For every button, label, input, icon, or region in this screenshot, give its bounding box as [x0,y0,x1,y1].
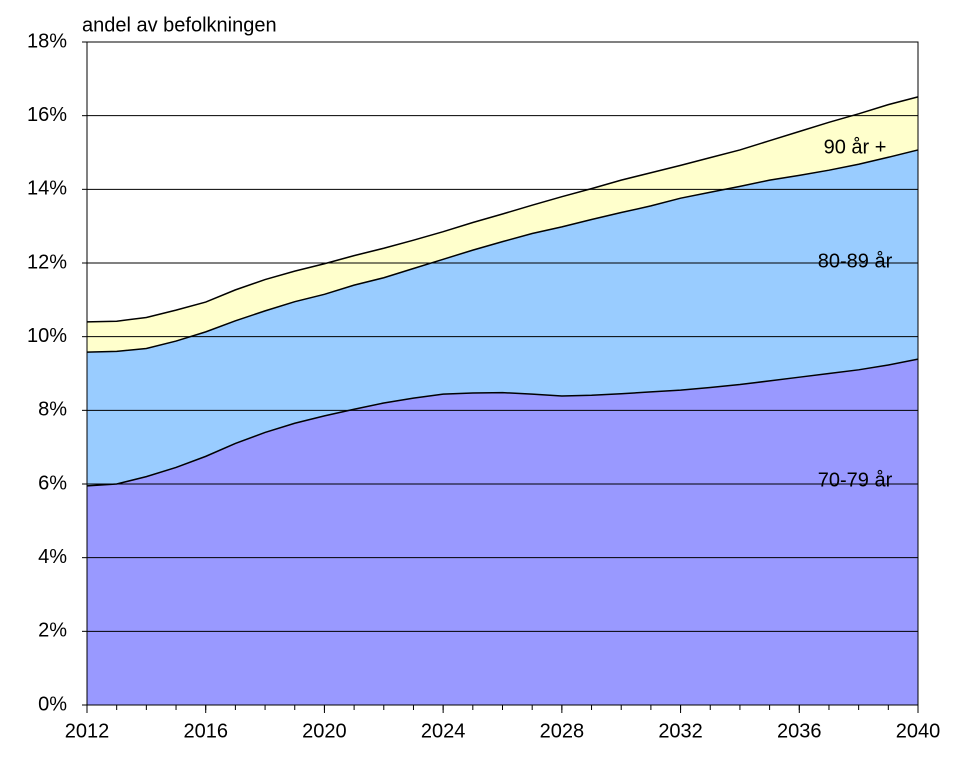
y-tick-label: 12% [27,251,67,273]
series-label: 80-89 år [818,250,893,272]
x-tick-label: 2012 [65,720,110,742]
series-label: 70-79 år [818,469,893,491]
y-tick-label: 2% [38,620,67,642]
area [87,96,918,353]
area [87,359,918,705]
area-edge [86,358,919,487]
area-edge [86,96,919,323]
y-tick-label: 10% [27,325,67,347]
y-tick-label: 18% [27,30,67,52]
y-tick-label: 8% [38,399,67,421]
y-tick-label: 14% [27,178,67,200]
series-label: 90 år + [824,136,887,158]
x-tick-label: 2020 [302,720,347,742]
x-tick-label: 2024 [421,720,466,742]
x-tick-label: 2028 [540,720,585,742]
x-tick-label: 2032 [658,720,703,742]
x-tick-label: 2036 [777,720,822,742]
y-tick-label: 6% [38,472,67,494]
x-tick-label: 2016 [183,720,228,742]
y-axis-label: andel av befolkningen [82,14,277,36]
y-tick-label: 0% [38,693,67,715]
y-tick-label: 4% [38,546,67,568]
x-tick-label: 2040 [896,720,941,742]
area-edge [86,149,919,353]
area [87,149,918,486]
y-tick-label: 16% [27,104,67,126]
